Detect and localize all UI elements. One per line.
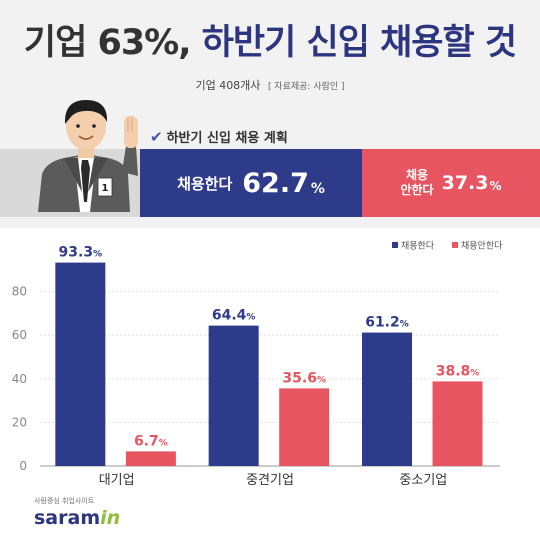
brand-name-accent: in — [100, 507, 121, 529]
data-label: 38.8% — [436, 363, 480, 379]
y-tick-label: 80 — [12, 285, 27, 299]
title-part2: 하반기 신입 채용할 것 — [201, 23, 517, 63]
bar — [279, 388, 330, 466]
legend-swatch — [392, 242, 398, 248]
bar — [125, 451, 176, 466]
data-label: 35.6% — [282, 370, 326, 386]
bar — [55, 262, 106, 466]
data-label: 64.4% — [212, 308, 256, 324]
bar — [208, 325, 259, 466]
legend-label: 채용안한다 — [461, 241, 503, 252]
x-tick-label: 대기업 — [99, 473, 135, 488]
plan-yes-pct-sign: % — [310, 181, 325, 197]
plan-no-label-line2: 안한다 — [400, 183, 434, 197]
plan-yes-label: 채용한다 — [177, 174, 233, 193]
brand-name-main: saram — [34, 507, 101, 529]
plan-no-value: 37.3 — [441, 172, 489, 194]
data-label: 93.3% — [59, 245, 103, 261]
plan-no-label: 채용 안한다 — [400, 168, 433, 198]
legend-label: 채용한다 — [401, 241, 435, 252]
hiring-by-company-size-chart: 0 20 40 60 80 93.3% 6.7% 대기업 64.4% 35.6% 중견기업 61.2%… — [12, 241, 503, 489]
x-tick-label: 중견기업 — [246, 473, 294, 488]
y-tick-label: 20 — [12, 415, 27, 429]
sample-size: 기업 408개사 — [195, 79, 261, 92]
subtitle: 기업 408개사 [ 자료제공: 사람인 ] — [0, 77, 540, 93]
x-tick-label: 중소기업 — [399, 473, 447, 488]
brand-name: saramin — [34, 507, 120, 529]
checkmark-icon: ✔ — [150, 128, 163, 146]
title-part1: 기업 63%, — [23, 23, 192, 63]
plan-yes-value: 62.7 — [242, 167, 309, 199]
bar — [362, 332, 412, 466]
legend-swatch — [452, 242, 458, 248]
data-label: 6.7% — [134, 433, 168, 449]
plan-yes-bar: 채용한다 62.7 % — [140, 149, 362, 217]
bar — [432, 381, 483, 466]
source-note: [ 자료제공: 사람인 ] — [267, 82, 345, 92]
brand-tagline: 사람중심 취업사이트 — [34, 497, 95, 505]
plan-header-text: 하반기 신입 채용 계획 — [166, 131, 288, 146]
plan-no-label-line1: 채용 — [405, 168, 429, 182]
brand-logo: 사람중심 취업사이트 saramin — [34, 496, 120, 529]
data-label: 61.2% — [365, 315, 409, 331]
y-tick-label: 40 — [12, 372, 27, 386]
plan-no-bar: 채용 안한다 37.3 % — [362, 149, 540, 217]
y-tick-label: 60 — [12, 328, 27, 342]
plan-no-pct-sign: % — [489, 179, 502, 193]
page-title: 기업 63%, 하반기 신입 채용할 것 — [0, 14, 540, 65]
y-tick-label: 0 — [19, 459, 27, 473]
badge-number: 1 — [102, 183, 109, 194]
plan-header: ✔ 하반기 신입 채용 계획 — [150, 127, 288, 146]
businessman-illustration: 1 — [38, 100, 138, 212]
